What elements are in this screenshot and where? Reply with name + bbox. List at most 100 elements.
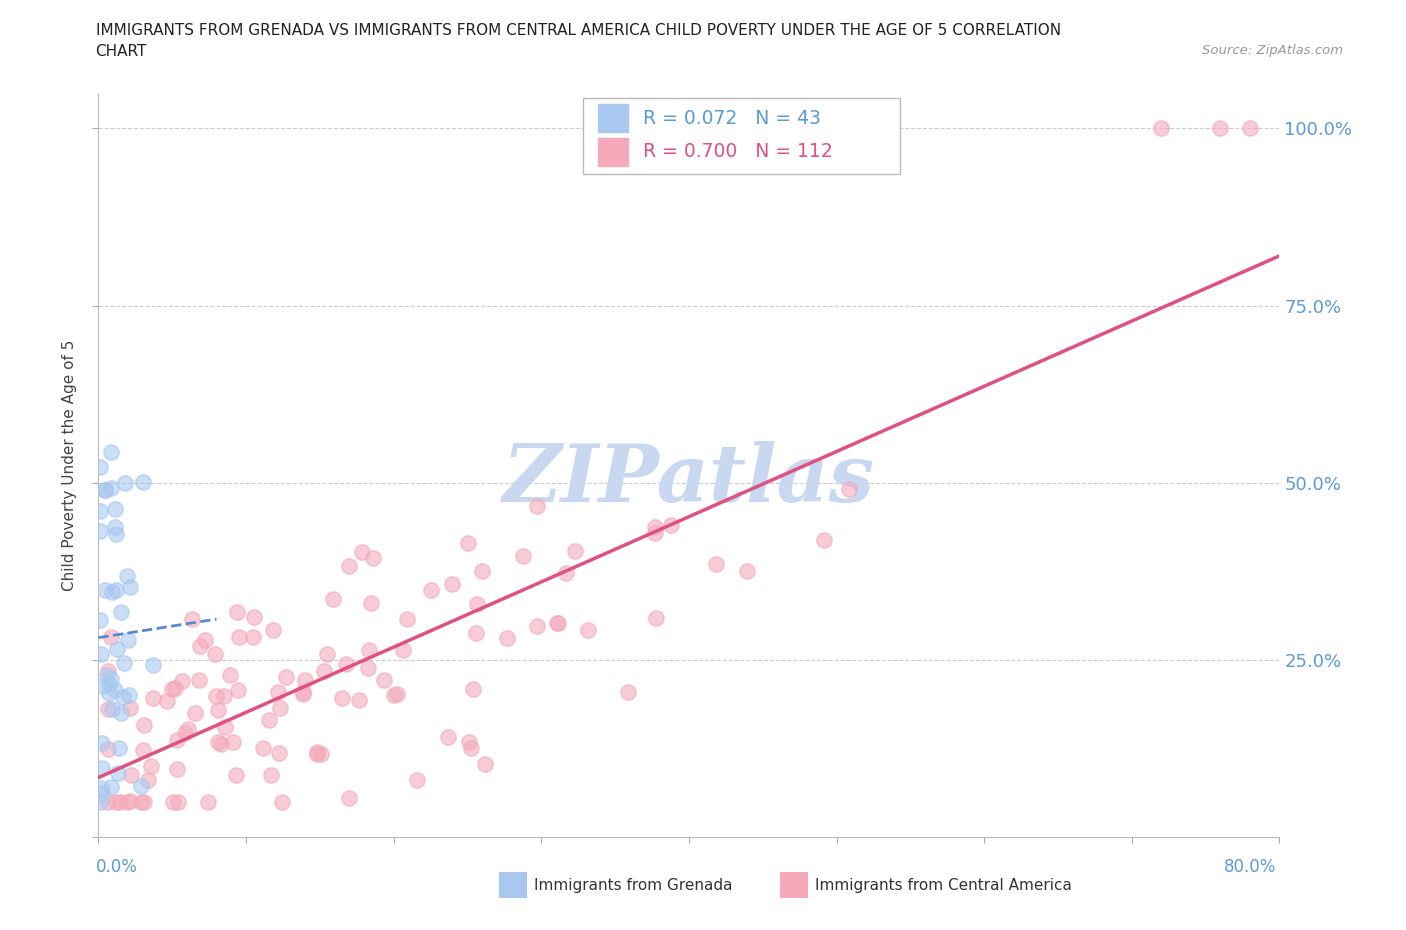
Point <box>180 612 202 627</box>
Point <box>141 691 163 706</box>
Point <box>96 668 118 683</box>
Point <box>242 630 264 644</box>
Point <box>118 793 141 808</box>
Point <box>294 672 316 687</box>
Point <box>101 585 124 600</box>
Point <box>337 790 360 805</box>
Point <box>115 794 138 809</box>
Point <box>356 660 378 675</box>
Point <box>385 686 408 701</box>
Point <box>142 658 165 673</box>
Point <box>219 668 242 683</box>
Point <box>457 536 479 551</box>
Point <box>307 746 329 761</box>
Point <box>440 577 463 591</box>
Point <box>461 682 484 697</box>
Point <box>89 524 111 538</box>
Point <box>322 591 344 606</box>
Point <box>94 483 117 498</box>
Point <box>204 646 226 661</box>
Point <box>104 683 127 698</box>
Point <box>526 499 548 514</box>
Point <box>644 611 666 626</box>
Point <box>172 673 194 688</box>
Point <box>616 684 638 699</box>
Point <box>813 533 835 548</box>
Point <box>91 736 114 751</box>
Point <box>188 639 211 654</box>
Text: ZIPatlas: ZIPatlas <box>503 441 875 519</box>
Point <box>89 612 111 627</box>
Point <box>460 740 482 755</box>
Point <box>97 677 120 692</box>
Point <box>512 549 534 564</box>
Point <box>132 717 155 732</box>
Point <box>90 780 112 795</box>
Point <box>91 679 114 694</box>
Point <box>291 686 314 701</box>
Point <box>252 740 274 755</box>
Point <box>735 564 758 578</box>
Point <box>165 681 187 696</box>
Point <box>100 481 122 496</box>
Point <box>104 520 127 535</box>
Point <box>465 626 488 641</box>
Point <box>496 631 519 645</box>
Point <box>174 725 197 740</box>
Point <box>110 604 132 619</box>
Point <box>361 551 384 565</box>
Text: Source: ZipAtlas.com: Source: ZipAtlas.com <box>1202 44 1343 57</box>
Point <box>1150 121 1173 136</box>
Point <box>167 794 190 809</box>
Point <box>131 474 153 489</box>
Text: Immigrants from Grenada: Immigrants from Grenada <box>534 878 733 893</box>
Point <box>262 623 284 638</box>
Point <box>104 501 127 516</box>
Point <box>457 735 479 750</box>
Point <box>330 691 353 706</box>
Point <box>226 683 249 698</box>
Point <box>276 670 298 684</box>
Y-axis label: Child Poverty Under the Age of 5: Child Poverty Under the Age of 5 <box>62 339 77 591</box>
Point <box>205 688 228 703</box>
Point <box>118 579 141 594</box>
Point <box>405 773 427 788</box>
Point <box>526 618 548 633</box>
Point <box>118 700 141 715</box>
Point <box>117 568 139 583</box>
Point <box>207 702 229 717</box>
Point <box>108 740 131 755</box>
Point <box>242 610 264 625</box>
Point <box>183 705 205 720</box>
Point <box>89 459 111 474</box>
Text: R = 0.700   N = 112: R = 0.700 N = 112 <box>643 142 832 161</box>
Point <box>420 582 443 597</box>
Point <box>305 744 328 759</box>
Text: 0.0%: 0.0% <box>96 857 138 876</box>
Point <box>226 604 249 619</box>
Point <box>111 689 134 704</box>
Point <box>97 742 120 757</box>
Point <box>97 664 120 679</box>
Text: CHART: CHART <box>96 44 148 59</box>
Point <box>554 565 576 580</box>
Text: Immigrants from Central America: Immigrants from Central America <box>815 878 1073 893</box>
Point <box>93 582 115 597</box>
Point <box>436 730 458 745</box>
Point <box>110 794 132 809</box>
Point <box>129 794 152 809</box>
Point <box>110 705 132 720</box>
Point <box>117 632 139 647</box>
Point <box>270 794 292 809</box>
Point <box>312 663 335 678</box>
Point <box>335 657 357 671</box>
Point <box>104 582 127 597</box>
Point <box>187 672 209 687</box>
Point <box>644 525 666 540</box>
Point <box>214 689 236 704</box>
Point <box>166 761 188 776</box>
Point <box>644 519 666 534</box>
Point <box>352 544 374 559</box>
Point <box>267 684 290 699</box>
Point <box>104 794 127 809</box>
